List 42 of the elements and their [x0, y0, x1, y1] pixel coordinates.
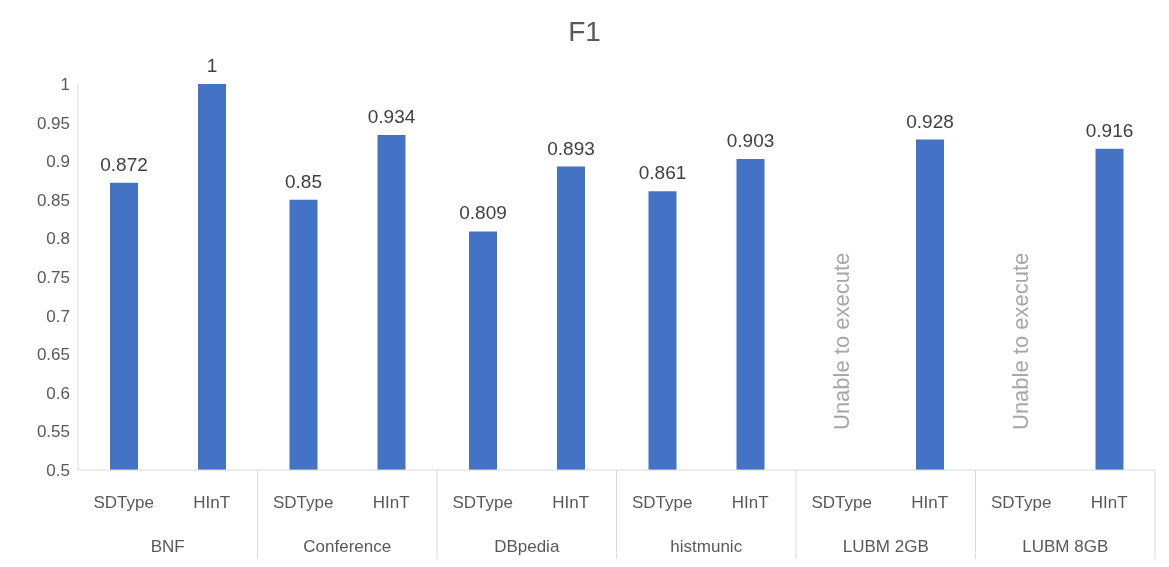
data-label: 0.809: [459, 202, 507, 224]
y-tick-label: 0.55: [36, 422, 70, 442]
chart-title: F1: [567, 16, 602, 48]
text: HInT: [193, 493, 231, 512]
annotation: Unable to execute: [828, 252, 854, 430]
x-tick-label: BNF: [150, 537, 185, 556]
y-tick-label: 0.95: [36, 113, 70, 133]
data-label: 0.893: [547, 137, 595, 159]
x-tick-label: DBpedia: [494, 537, 560, 556]
text: SDType: [632, 493, 693, 512]
y-tick-label: 0.6: [46, 383, 70, 403]
y-tick-label: 0.9: [46, 152, 70, 172]
y-tick-label: 1: [60, 75, 70, 95]
y-tick-label: 0.75: [36, 268, 70, 288]
text: HInT: [372, 493, 410, 512]
x-tick-label: Conference: [303, 537, 392, 556]
y-tick-label: 0.85: [36, 190, 70, 210]
text: SDType: [273, 493, 334, 512]
data-label: 0.872: [100, 153, 148, 175]
text: SDType: [811, 493, 872, 512]
data-label: 0.928: [906, 110, 954, 132]
text: SDType: [452, 493, 513, 512]
series-label: SDType: [93, 493, 154, 512]
annotation: Unable to execute: [1008, 252, 1034, 430]
y-tick-label: 0.5: [46, 461, 70, 481]
text: SDType: [991, 493, 1052, 512]
x-tick-label: LUBM 8GB: [1022, 537, 1109, 556]
y-tick-label: 0.7: [46, 306, 70, 326]
data-label: 1: [206, 55, 218, 76]
series-label: HInT: [552, 493, 590, 512]
y-tick-label: 0.65: [36, 345, 70, 365]
data-label: 0.903: [726, 129, 775, 151]
text: HInT: [911, 493, 949, 512]
data-label: 0.934: [367, 105, 416, 127]
text: HInT: [731, 493, 769, 512]
data-label: 0.85: [285, 170, 322, 192]
data-label: 0.861: [638, 162, 687, 184]
data-label: 0.916: [1085, 119, 1134, 141]
x-tick-label: LUBM 2GB: [842, 537, 929, 556]
y-tick-label: 0.8: [46, 229, 70, 249]
text: HInT: [1090, 493, 1128, 512]
x-tick-label: histmunic: [670, 537, 743, 556]
